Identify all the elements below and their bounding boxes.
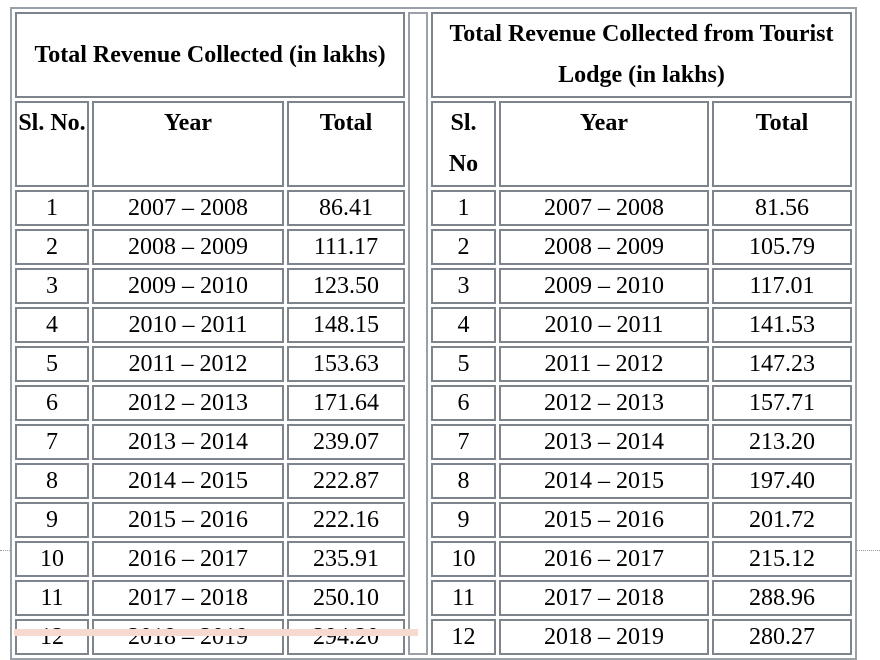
table-separator [408, 12, 428, 655]
left-year-cell: 2013 – 2014 [92, 424, 284, 460]
right-year-cell: 2015 – 2016 [499, 502, 709, 538]
table-row: 1 2007 – 2008 86.41 1 2007 – 2008 81.56 [15, 190, 852, 226]
table-row: 12 2018 – 2019 294.20 12 2018 – 2019 280.27 [15, 619, 852, 655]
right-header-year: Year [499, 101, 709, 187]
left-total-cell: 171.64 [287, 385, 405, 421]
right-sl-no-cell: 11 [431, 580, 496, 616]
left-total-cell: 111.17 [287, 229, 405, 265]
right-year-cell: 2009 – 2010 [499, 268, 709, 304]
table-row: 3 2009 – 2010 123.50 3 2009 – 2010 117.01 [15, 268, 852, 304]
right-year-cell: 2016 – 2017 [499, 541, 709, 577]
right-sl-no-cell: 3 [431, 268, 496, 304]
left-total-cell: 235.91 [287, 541, 405, 577]
left-header-year: Year [92, 101, 284, 187]
left-sl-no-cell: 2 [15, 229, 89, 265]
left-total-cell: 148.15 [287, 307, 405, 343]
right-total-cell: 213.20 [712, 424, 852, 460]
left-sl-no-cell: 10 [15, 541, 89, 577]
table-row: 10 2016 – 2017 235.91 10 2016 – 2017 215.12 [15, 541, 852, 577]
right-year-cell: 2014 – 2015 [499, 463, 709, 499]
left-sl-no-cell: 11 [15, 580, 89, 616]
right-total-cell: 105.79 [712, 229, 852, 265]
right-total-cell: 147.23 [712, 346, 852, 382]
right-total-cell: 201.72 [712, 502, 852, 538]
right-sl-no-cell: 1 [431, 190, 496, 226]
right-total-cell: 117.01 [712, 268, 852, 304]
left-table-title: Total Revenue Collected (in lakhs) [15, 12, 405, 98]
right-year-cell: 2013 – 2014 [499, 424, 709, 460]
column-header-row: Sl. No. Year Total Sl. No Year Total [15, 101, 852, 187]
title-row: Total Revenue Collected (in lakhs) Total… [15, 12, 852, 655]
left-year-cell: 2011 – 2012 [92, 346, 284, 382]
revenue-table: Total Revenue Collected (in lakhs) Total… [10, 7, 857, 660]
right-total-cell: 215.12 [712, 541, 852, 577]
right-sl-no-cell: 12 [431, 619, 496, 655]
right-sl-no-cell: 6 [431, 385, 496, 421]
right-year-cell: 2017 – 2018 [499, 580, 709, 616]
left-year-cell: 2015 – 2016 [92, 502, 284, 538]
table-row: 2 2008 – 2009 111.17 2 2008 – 2009 105.79 [15, 229, 852, 265]
left-total-cell: 294.20 [287, 619, 405, 655]
left-sl-no-cell: 1 [15, 190, 89, 226]
left-sl-no-cell: 5 [15, 346, 89, 382]
left-sl-no-cell: 6 [15, 385, 89, 421]
left-sl-no-cell: 8 [15, 463, 89, 499]
left-year-cell: 2008 – 2009 [92, 229, 284, 265]
left-total-cell: 123.50 [287, 268, 405, 304]
table-row: 5 2011 – 2012 153.63 5 2011 – 2012 147.23 [15, 346, 852, 382]
left-year-cell: 2017 – 2018 [92, 580, 284, 616]
right-total-cell: 288.96 [712, 580, 852, 616]
right-sl-no-cell: 5 [431, 346, 496, 382]
left-year-cell: 2016 – 2017 [92, 541, 284, 577]
left-total-cell: 222.16 [287, 502, 405, 538]
table-row: 4 2010 – 2011 148.15 4 2010 – 2011 141.53 [15, 307, 852, 343]
left-sl-no-cell: 4 [15, 307, 89, 343]
left-year-cell: 2014 – 2015 [92, 463, 284, 499]
right-sl-no-cell: 10 [431, 541, 496, 577]
left-total-cell: 239.07 [287, 424, 405, 460]
right-table-title: Total Revenue Collected from Tourist Lod… [431, 12, 852, 98]
right-header-total: Total [712, 101, 852, 187]
right-header-sl-no: Sl. No [431, 101, 496, 187]
right-sl-no-cell: 9 [431, 502, 496, 538]
right-year-cell: 2008 – 2009 [499, 229, 709, 265]
left-total-cell: 153.63 [287, 346, 405, 382]
right-total-cell: 141.53 [712, 307, 852, 343]
right-year-cell: 2012 – 2013 [499, 385, 709, 421]
left-year-cell: 2012 – 2013 [92, 385, 284, 421]
right-year-cell: 2010 – 2011 [499, 307, 709, 343]
right-total-cell: 197.40 [712, 463, 852, 499]
table-row: 11 2017 – 2018 250.10 11 2017 – 2018 288.96 [15, 580, 852, 616]
right-year-cell: 2018 – 2019 [499, 619, 709, 655]
left-total-cell: 250.10 [287, 580, 405, 616]
left-sl-no-cell: 7 [15, 424, 89, 460]
right-total-cell: 280.27 [712, 619, 852, 655]
left-year-cell: 2007 – 2008 [92, 190, 284, 226]
left-sl-no-cell: 3 [15, 268, 89, 304]
table-row: 8 2014 – 2015 222.87 8 2014 – 2015 197.40 [15, 463, 852, 499]
revenue-table-body: Total Revenue Collected (in lakhs) Total… [15, 12, 852, 655]
left-year-cell: 2010 – 2011 [92, 307, 284, 343]
left-total-cell: 222.87 [287, 463, 405, 499]
left-year-cell: 2009 – 2010 [92, 268, 284, 304]
left-total-cell: 86.41 [287, 190, 405, 226]
left-header-total: Total [287, 101, 405, 187]
right-total-cell: 81.56 [712, 190, 852, 226]
right-year-cell: 2007 – 2008 [499, 190, 709, 226]
table-row: 7 2013 – 2014 239.07 7 2013 – 2014 213.20 [15, 424, 852, 460]
left-year-cell: 2018 – 2019 [92, 619, 284, 655]
left-sl-no-cell: 9 [15, 502, 89, 538]
table-row: 9 2015 – 2016 222.16 9 2015 – 2016 201.72 [15, 502, 852, 538]
right-sl-no-cell: 7 [431, 424, 496, 460]
table-row: 6 2012 – 2013 171.64 6 2012 – 2013 157.71 [15, 385, 852, 421]
right-sl-no-cell: 4 [431, 307, 496, 343]
right-year-cell: 2011 – 2012 [499, 346, 709, 382]
right-sl-no-cell: 8 [431, 463, 496, 499]
right-sl-no-cell: 2 [431, 229, 496, 265]
footer-highlight-bar [14, 629, 418, 636]
left-sl-no-cell: 12 [15, 619, 89, 655]
right-total-cell: 157.71 [712, 385, 852, 421]
left-header-sl-no: Sl. No. [15, 101, 89, 187]
